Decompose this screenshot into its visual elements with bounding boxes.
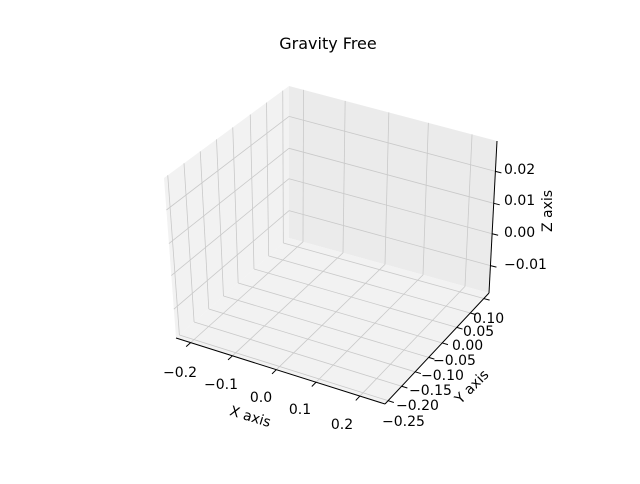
z-tick-label: 0.02 [504, 162, 535, 178]
y-grid-line [216, 139, 224, 297]
y-grid-line [268, 255, 471, 314]
x-tick-mark [185, 342, 191, 347]
z-grid-line [166, 116, 290, 211]
x-tick-mark [271, 369, 277, 375]
y-tick-mark [470, 312, 477, 316]
y-tick-label: 0.05 [463, 324, 494, 340]
x-tick-mark [227, 355, 233, 361]
x-grid-line [302, 89, 304, 242]
y-grid-line [179, 334, 389, 402]
y-tick-mark [456, 326, 463, 330]
y-grid-line [249, 114, 255, 270]
x-axis-line [175, 337, 386, 405]
z-tick-label: 0.01 [504, 193, 535, 209]
x-grid-line [315, 274, 424, 383]
y-tick-label: 0.10 [473, 311, 504, 327]
x-grid-line [384, 112, 390, 265]
x-tick-label: −0.2 [163, 365, 197, 381]
y-tick-label: −0.25 [382, 414, 425, 430]
chart-title: Gravity Free [279, 34, 376, 53]
grid-lines [166, 89, 496, 402]
x-tick-label: −0.1 [204, 377, 238, 393]
z-tick-mark [490, 265, 497, 268]
x-axis-label: X axis [228, 403, 273, 431]
y-tick-mark [415, 371, 422, 375]
x-tick-label: 0.2 [331, 417, 353, 433]
z-grid-line [288, 116, 496, 172]
z-grid-line [173, 210, 290, 310]
y-grid-line [167, 175, 180, 336]
y-tick-mark [483, 298, 490, 301]
y-tick-label: −0.10 [421, 368, 464, 384]
tick-marks [185, 170, 502, 403]
y-tick-label: −0.05 [433, 353, 476, 369]
y-tick-mark [428, 356, 435, 360]
x-grid-line [359, 286, 466, 397]
z-grid-line [168, 148, 290, 244]
pane-back [289, 86, 497, 293]
x-grid-line [422, 122, 429, 275]
y-tick-mark [442, 342, 449, 346]
z-grid-line [288, 210, 491, 267]
y-grid-line [199, 151, 210, 310]
y-tick-label: −0.15 [409, 383, 452, 399]
x-grid-line [232, 252, 344, 357]
y-grid-line [266, 102, 270, 257]
z-tick-mark [491, 233, 499, 236]
y-grid-line [183, 163, 195, 323]
y-grid-line [283, 242, 484, 299]
y-grid-line [253, 268, 457, 328]
z-tick-mark [493, 202, 500, 206]
x-tick-mark [355, 395, 361, 401]
pane-left [164, 86, 289, 338]
y-grid-line [193, 321, 402, 387]
z-grid-line [288, 147, 494, 204]
z-axis-line [488, 140, 498, 294]
z-grid-line [288, 178, 493, 235]
y-axis-line [384, 292, 490, 405]
x-grid-line [464, 134, 473, 287]
z-tick-mark [495, 170, 502, 174]
z-axis-label: Z axis [540, 190, 556, 232]
z-tick-label: 0.00 [504, 225, 535, 241]
x-tick-label: 0.1 [289, 402, 311, 418]
y-grid-line [223, 295, 429, 358]
y-tick-label: −0.20 [396, 398, 439, 414]
y-grid-line [238, 282, 443, 344]
y-grid-line [232, 127, 239, 284]
axis-lines [175, 140, 498, 405]
y-tick-mark [387, 400, 394, 403]
y-grid-line [282, 90, 284, 244]
y-grid-line [208, 308, 416, 373]
x-tick-label: 0.0 [250, 390, 272, 406]
y-tick-mark [401, 385, 408, 389]
y-tick-label: 0.00 [452, 338, 483, 354]
x-tick-mark [311, 381, 317, 387]
x-grid-line [276, 264, 386, 370]
z-grid-line [171, 178, 290, 276]
x-grid-line [190, 241, 304, 343]
x-grid-line [342, 100, 346, 253]
z-tick-label: −0.01 [504, 257, 547, 273]
